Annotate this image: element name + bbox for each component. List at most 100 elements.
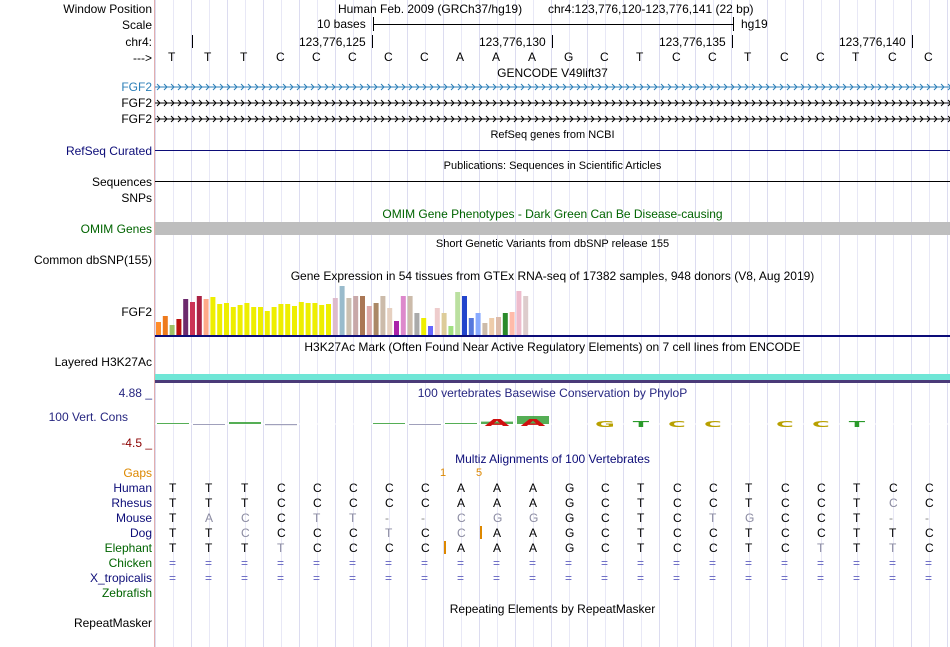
species-label-elephant[interactable]: Elephant <box>104 541 152 555</box>
base-letter: T <box>204 50 212 64</box>
repeatmasker-label[interactable]: RepeatMasker <box>73 616 152 630</box>
alignment-base: = <box>925 571 933 585</box>
strand-chevron <box>240 99 245 107</box>
strand-chevron <box>534 83 539 91</box>
dbsnp-label[interactable]: Common dbSNP(155) <box>33 253 152 267</box>
strand-chevron <box>856 115 861 123</box>
alignment-base: = <box>529 571 537 585</box>
gtex-bar-chart[interactable] <box>155 284 535 336</box>
window-position-label: Window Position <box>63 2 152 16</box>
phylop-letter: T <box>849 421 867 429</box>
strand-chevron <box>436 83 441 91</box>
strand-chevron <box>303 99 308 107</box>
gtex-tissue-bar <box>502 313 508 336</box>
base-letter: C <box>276 50 285 64</box>
strand-chevron <box>744 99 749 107</box>
species-label-dog[interactable]: Dog <box>129 526 152 540</box>
gtex-tissue-bar <box>509 312 515 336</box>
h3k27ac-track-title: H3K27Ac Mark (Often Found Near Active Re… <box>304 340 801 354</box>
omim-label[interactable]: OMIM Genes <box>80 222 152 236</box>
strand-chevron <box>891 83 896 91</box>
strand-chevron <box>331 83 336 91</box>
alignment-base: = <box>781 556 789 570</box>
h3k27ac-signal[interactable] <box>155 374 950 380</box>
species-label-human[interactable]: Human <box>113 481 152 495</box>
alignment-base: C <box>673 496 682 510</box>
alignment-base: = <box>493 571 501 585</box>
alignment-base: A <box>457 496 466 510</box>
strand-chevron <box>625 99 630 107</box>
multiz-track-title: Multiz Alignments of 100 Vertebrates <box>455 452 650 466</box>
alignment-base: = <box>673 556 681 570</box>
strand-chevron <box>688 99 693 107</box>
base-letter: T <box>168 50 176 64</box>
strand-chevron <box>646 83 651 91</box>
refseq-label[interactable]: RefSeq Curated <box>65 144 152 158</box>
strand-chevron <box>429 115 434 123</box>
gencode-gene-label[interactable]: FGF2 <box>121 96 152 110</box>
phylop-score-bar <box>409 424 441 425</box>
strand-chevron <box>261 115 266 123</box>
strand-chevron <box>233 115 238 123</box>
strand-chevron <box>247 115 252 123</box>
strand-chevron <box>793 115 798 123</box>
h3k27ac-label[interactable]: Layered H3K27Ac <box>54 355 152 369</box>
strand-chevron <box>226 99 231 107</box>
strand-chevron <box>478 83 483 91</box>
species-label-zebrafish[interactable]: Zebrafish <box>101 586 152 600</box>
alignment-base: C <box>817 496 826 510</box>
base-letter: C <box>384 50 393 64</box>
species-label-x_tropicalis[interactable]: X_tropicalis <box>89 571 152 585</box>
species-label-mouse[interactable]: Mouse <box>115 511 152 525</box>
alignment-base: = <box>169 571 177 585</box>
gencode-gene-label[interactable]: FGF2 <box>121 112 152 126</box>
alignment-base: = <box>493 556 501 570</box>
strand-chevron <box>590 99 595 107</box>
gtex-gene-label[interactable]: FGF2 <box>121 305 152 319</box>
snps-label[interactable]: SNPs <box>121 191 152 205</box>
sequences-line[interactable] <box>155 181 950 182</box>
base-letter: T <box>852 50 860 64</box>
strand-chevron <box>597 99 602 107</box>
sequences-label[interactable]: Sequences <box>91 175 152 189</box>
phylop-label[interactable]: 100 Vert. Cons <box>48 410 128 424</box>
pubs-track-title: Publications: Sequences in Scientific Ar… <box>443 160 662 172</box>
gencode-gene-label[interactable]: FGF2 <box>121 80 152 94</box>
alignment-base: = <box>529 556 537 570</box>
alignment-base: T <box>637 511 645 525</box>
alignment-base: T <box>205 496 213 510</box>
strand-chevron <box>779 99 784 107</box>
base-letter: A <box>456 50 465 64</box>
gencode-transcripts[interactable] <box>155 81 950 126</box>
strand-chevron <box>198 99 203 107</box>
phylop-score-bar <box>445 423 477 424</box>
strand-chevron <box>457 115 462 123</box>
omim-bar[interactable] <box>155 222 950 235</box>
strand-chevron <box>730 115 735 123</box>
species-label-chicken[interactable]: Chicken <box>108 556 152 570</box>
gtex-tissue-bar <box>319 305 325 336</box>
alignment-base: C <box>817 526 826 540</box>
species-label-rhesus[interactable]: Rhesus <box>111 496 152 510</box>
strand-chevron <box>345 115 350 123</box>
gtex-tissue-bar <box>360 296 365 336</box>
alignment-base: T <box>853 496 861 510</box>
strand-chevron <box>394 115 399 123</box>
strand-chevron <box>331 99 336 107</box>
gtex-tissue-bar <box>224 303 229 336</box>
strand-chevron <box>156 99 161 107</box>
strand-chevron <box>282 83 287 91</box>
strand-chevron <box>373 99 378 107</box>
strand-chevron <box>744 83 749 91</box>
refseq-line[interactable] <box>155 150 950 151</box>
strand-chevron <box>583 99 588 107</box>
strand-chevron <box>226 115 231 123</box>
strand-chevron <box>233 99 238 107</box>
phylop-score-bar <box>157 423 189 424</box>
gaps-label[interactable]: Gaps <box>123 466 152 480</box>
alignment-base: T <box>637 541 645 555</box>
alignment-base: C <box>457 526 466 540</box>
alignment-base: C <box>709 526 718 540</box>
phylop-letter: C <box>704 421 722 429</box>
